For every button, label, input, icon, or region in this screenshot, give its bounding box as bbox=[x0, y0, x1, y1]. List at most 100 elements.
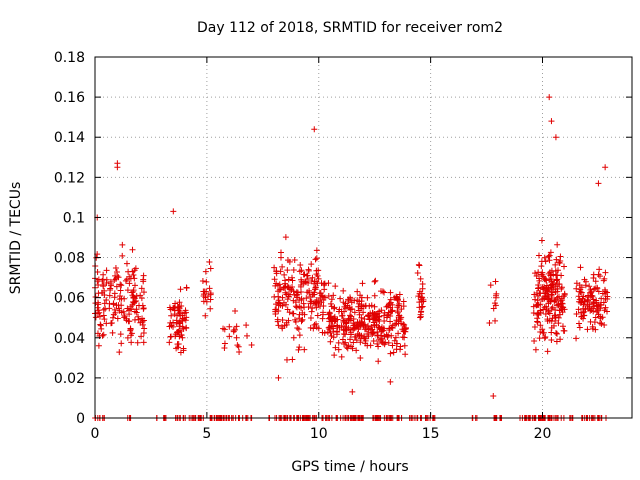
data-point bbox=[554, 272, 561, 279]
data-point bbox=[369, 330, 376, 337]
data-point bbox=[100, 331, 107, 338]
data-point bbox=[130, 288, 137, 295]
data-point bbox=[555, 267, 562, 274]
data-point bbox=[580, 301, 587, 308]
data-point bbox=[548, 337, 555, 344]
data-point bbox=[591, 286, 598, 293]
data-point bbox=[307, 315, 314, 322]
data-point bbox=[372, 277, 379, 284]
data-point bbox=[374, 340, 381, 347]
data-point bbox=[387, 350, 394, 357]
data-point bbox=[576, 324, 583, 331]
data-point bbox=[355, 307, 362, 314]
data-point bbox=[540, 306, 547, 313]
data-point bbox=[579, 295, 586, 302]
data-point bbox=[180, 325, 187, 332]
data-point bbox=[325, 280, 332, 287]
data-point bbox=[127, 275, 134, 282]
data-point bbox=[297, 262, 304, 269]
data-point bbox=[554, 241, 561, 248]
data-point bbox=[385, 301, 392, 308]
data-point bbox=[118, 282, 125, 289]
data-point bbox=[375, 358, 382, 365]
data-point bbox=[313, 247, 320, 254]
data-point bbox=[393, 317, 400, 324]
data-point bbox=[203, 278, 210, 285]
data-point bbox=[126, 280, 133, 287]
data-point bbox=[95, 299, 102, 306]
data-point bbox=[349, 388, 356, 395]
data-point bbox=[587, 289, 594, 296]
data-point bbox=[170, 208, 177, 215]
data-point bbox=[328, 316, 335, 323]
data-point bbox=[598, 302, 605, 309]
data-point bbox=[389, 322, 396, 329]
data-point bbox=[366, 303, 373, 310]
data-point bbox=[174, 344, 181, 351]
data-point bbox=[354, 288, 361, 295]
data-point bbox=[586, 301, 593, 308]
data-point bbox=[360, 321, 367, 328]
data-point bbox=[538, 258, 545, 265]
data-point bbox=[378, 307, 385, 314]
data-point bbox=[543, 303, 550, 310]
data-point bbox=[343, 344, 350, 351]
data-point bbox=[354, 323, 361, 330]
data-point bbox=[534, 297, 541, 304]
data-point bbox=[545, 288, 552, 295]
data-point bbox=[207, 296, 214, 303]
data-point bbox=[576, 320, 583, 327]
data-point bbox=[555, 320, 562, 327]
data-point bbox=[108, 281, 115, 288]
data-point bbox=[292, 318, 299, 325]
data-point bbox=[134, 339, 141, 346]
data-point bbox=[366, 316, 373, 323]
data-point bbox=[97, 321, 104, 328]
data-point bbox=[175, 341, 182, 348]
data-point bbox=[313, 320, 320, 327]
data-point bbox=[202, 268, 209, 275]
plot-frame bbox=[94, 56, 633, 419]
data-point bbox=[279, 317, 286, 324]
data-point bbox=[546, 94, 553, 101]
data-point bbox=[598, 295, 605, 302]
data-point bbox=[305, 279, 312, 286]
data-point bbox=[307, 324, 314, 331]
data-point bbox=[166, 339, 173, 346]
data-point bbox=[170, 319, 177, 326]
data-point bbox=[360, 309, 367, 316]
data-point bbox=[353, 322, 360, 329]
data-point bbox=[538, 237, 545, 244]
data-point bbox=[490, 305, 497, 312]
data-point bbox=[108, 319, 115, 326]
data-point bbox=[576, 288, 583, 295]
data-point bbox=[395, 302, 402, 309]
data-point bbox=[597, 315, 604, 322]
data-point bbox=[542, 333, 549, 340]
data-point bbox=[561, 263, 568, 270]
y-tick-label: 0.18 bbox=[54, 50, 85, 66]
data-point bbox=[140, 305, 147, 312]
data-point bbox=[183, 284, 190, 291]
data-point bbox=[299, 316, 306, 323]
data-point bbox=[371, 315, 378, 322]
data-point bbox=[277, 286, 284, 293]
data-point bbox=[342, 305, 349, 312]
data-point bbox=[180, 347, 187, 354]
data-point bbox=[367, 342, 374, 349]
data-point bbox=[601, 307, 608, 314]
data-point bbox=[335, 339, 342, 346]
data-point bbox=[358, 294, 365, 301]
data-point bbox=[390, 349, 397, 356]
data-point bbox=[325, 311, 332, 318]
data-point bbox=[122, 277, 129, 284]
data-point bbox=[321, 294, 328, 301]
data-point bbox=[140, 278, 147, 285]
data-point bbox=[548, 267, 555, 274]
data-point bbox=[557, 257, 564, 264]
data-point bbox=[548, 281, 555, 288]
data-point bbox=[545, 286, 552, 293]
data-point bbox=[121, 295, 128, 302]
data-point bbox=[230, 328, 237, 335]
data-point bbox=[95, 282, 102, 289]
